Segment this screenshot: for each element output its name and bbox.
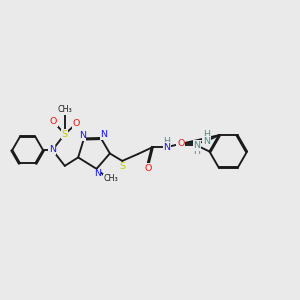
Text: N: N xyxy=(100,130,107,140)
Text: H: H xyxy=(163,137,170,146)
Text: N: N xyxy=(79,131,86,140)
Text: N: N xyxy=(194,141,201,150)
Text: S: S xyxy=(119,162,125,171)
Text: O: O xyxy=(50,118,57,127)
Text: O: O xyxy=(145,164,152,173)
Text: O: O xyxy=(73,119,80,128)
Text: N: N xyxy=(94,169,101,178)
Text: N: N xyxy=(49,146,56,154)
Text: N: N xyxy=(203,136,210,146)
Text: N: N xyxy=(163,142,170,152)
Text: H: H xyxy=(203,130,210,139)
Text: CH₃: CH₃ xyxy=(57,105,72,114)
Text: O: O xyxy=(177,139,184,148)
Text: H: H xyxy=(194,148,201,157)
Text: CH₃: CH₃ xyxy=(103,174,118,183)
Text: S: S xyxy=(62,130,68,139)
